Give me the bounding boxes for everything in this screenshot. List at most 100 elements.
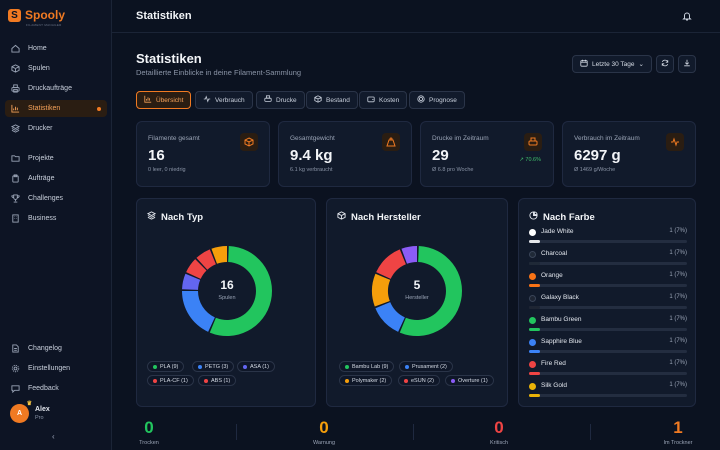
donut-svg — [372, 246, 462, 336]
donut-slice[interactable] — [401, 246, 417, 264]
tab-uebersicht[interactable]: Übersicht — [136, 91, 192, 109]
box-icon — [11, 64, 20, 73]
color-bar-track — [529, 306, 687, 309]
sidebar-item-einstellungen[interactable]: Einstellungen — [5, 360, 107, 377]
pie-chart-icon — [529, 211, 538, 223]
legend-chip: Polymaker (2) — [339, 375, 393, 386]
color-name: Fire Red — [541, 360, 566, 367]
clipboard-icon — [11, 174, 20, 183]
color-bar-track — [529, 262, 687, 265]
divider — [590, 424, 591, 440]
target-icon — [417, 95, 425, 105]
sidebar-item-druckauftraege[interactable]: Druckaufträge — [5, 80, 107, 97]
donut-center-label: Spulen — [218, 295, 236, 301]
color-count: 1 (7%) — [669, 338, 687, 344]
gear-icon — [11, 364, 20, 373]
tab-label: Kosten — [379, 96, 400, 104]
tab-bestand[interactable]: Bestand — [306, 91, 358, 109]
donut-slice[interactable] — [211, 246, 227, 264]
tab-label: Übersicht — [156, 96, 184, 104]
sidebar-item-label: Projekte — [28, 155, 54, 162]
legend-label: PETG (3) — [205, 363, 229, 370]
download-button[interactable] — [678, 55, 696, 73]
logo[interactable]: S Spooly — [8, 8, 65, 22]
date-range-select[interactable]: Letzte 30 Tage ⌄ — [572, 55, 652, 73]
legend-dot — [153, 378, 157, 383]
user-profile[interactable]: A ♛ Alex Pro — [10, 401, 50, 423]
weight-icon — [382, 133, 400, 151]
refresh-button[interactable] — [656, 55, 674, 73]
donut-slice[interactable] — [196, 249, 216, 270]
sidebar-item-feedback[interactable]: Feedback — [5, 380, 107, 397]
panel-title-text: Nach Farbe — [543, 211, 595, 223]
legend-dot — [345, 364, 349, 369]
sidebar-item-label: Challenges — [28, 195, 64, 202]
donut-slice[interactable] — [209, 246, 272, 336]
sidebar-item-statistiken[interactable]: Statistiken — [5, 100, 107, 117]
calendar-icon — [580, 59, 588, 69]
tab-drucke[interactable]: Drucke — [256, 91, 305, 109]
color-name: Galaxy Black — [541, 294, 579, 301]
legend-chip: PLA (9) — [147, 361, 185, 372]
activity-icon — [666, 133, 684, 151]
color-bar-track — [529, 372, 687, 375]
app-tagline: FILAMENT MANAGER — [26, 23, 62, 27]
stat-sub: Ø 1469 g/Woche — [574, 167, 616, 173]
sidebar-item-drucker[interactable]: Drucker — [5, 120, 107, 137]
sidebar-item-challenges[interactable]: Challenges — [5, 190, 107, 207]
sidebar-item-home[interactable]: Home — [5, 40, 107, 57]
donut-slice[interactable] — [399, 246, 462, 336]
sidebar-item-label: Business — [28, 215, 57, 222]
donut-slice[interactable] — [375, 302, 405, 332]
legend-dot — [153, 364, 157, 369]
tab-verbrauch[interactable]: Verbrauch — [195, 91, 253, 109]
legend-label: PLA-CF (1) — [160, 377, 188, 384]
legend-dot — [243, 364, 247, 369]
color-bar-track — [529, 328, 687, 331]
color-swatch — [529, 251, 536, 258]
stat-card-gewicht: Gesamtgewicht 9.4 kg 6.1 kg verbraucht — [278, 121, 412, 187]
color-bar-track — [529, 240, 687, 243]
donut-center-value: 5 — [413, 278, 421, 292]
sidebar-item-label: Statistiken — [28, 105, 61, 112]
logo-icon: S — [8, 8, 21, 22]
bell-icon[interactable] — [682, 11, 692, 21]
donut-slice[interactable] — [376, 249, 406, 279]
status-kritisch: 0 Kritisch — [484, 418, 514, 446]
activity-icon — [203, 95, 211, 105]
sidebar-item-business[interactable]: Business — [5, 210, 107, 227]
stat-label: Gesamtgewicht — [290, 135, 335, 142]
active-indicator-dot — [97, 106, 101, 111]
color-count: 1 (7%) — [669, 272, 687, 278]
stat-value: 6297 g — [574, 147, 621, 164]
legend-label: eSUN (2) — [411, 377, 434, 384]
color-bar-track — [529, 350, 687, 353]
stat-sub: 6.1 kg verbraucht — [290, 167, 333, 173]
sidebar-item-auftraege[interactable]: Aufträge — [5, 170, 107, 187]
sidebar-item-changelog[interactable]: Changelog — [5, 340, 107, 357]
sidebar-item-label: Spulen — [28, 65, 50, 72]
status-label: Trocken — [139, 440, 159, 446]
donut-slice[interactable] — [182, 273, 201, 290]
stat-sub: 0 leer, 0 niedrig — [148, 167, 186, 173]
stat-value: 9.4 kg — [290, 147, 333, 164]
legend-label: ABS (1) — [211, 377, 231, 384]
stat-card-verbrauch: Verbrauch im Zeitraum 6297 g Ø 1469 g/Wo… — [562, 121, 696, 187]
layers-icon — [11, 124, 20, 133]
legend-dot — [345, 378, 349, 383]
tab-prognose[interactable]: Prognose — [409, 91, 465, 109]
donut-slice[interactable] — [372, 273, 391, 307]
donut-slice[interactable] — [186, 259, 207, 279]
collapse-sidebar-button[interactable]: ‹ — [52, 432, 55, 441]
status-label: Warnung — [312, 440, 336, 446]
status-value: 0 — [494, 418, 504, 437]
sidebar-item-spulen[interactable]: Spulen — [5, 60, 107, 77]
donut-slice[interactable] — [182, 291, 215, 332]
tab-kosten[interactable]: Kosten — [359, 91, 408, 109]
avatar: A ♛ — [10, 401, 32, 423]
layers-icon — [146, 211, 157, 223]
sidebar-item-label: Changelog — [28, 345, 62, 352]
color-bar-track — [529, 394, 687, 397]
page-subtitle: Detaillierte Einblicke in deine Filament… — [136, 68, 302, 77]
sidebar-item-projekte[interactable]: Projekte — [5, 150, 107, 167]
